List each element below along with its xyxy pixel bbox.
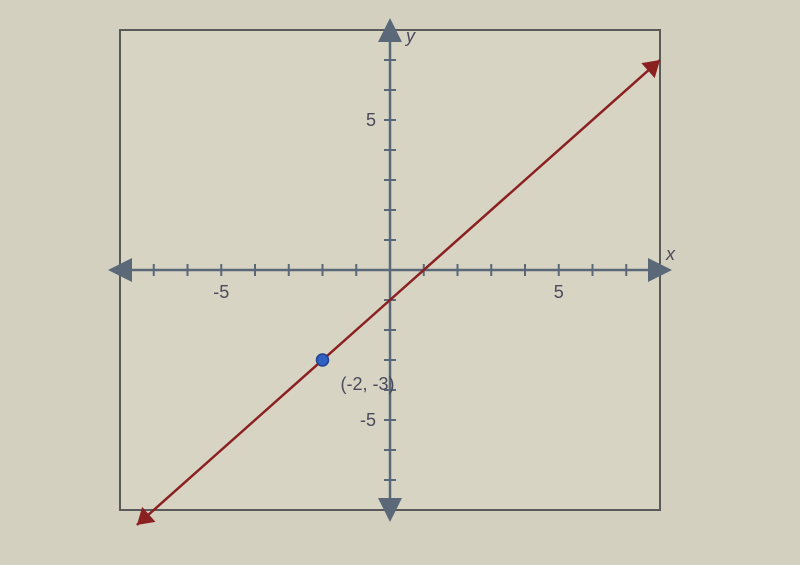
chart-svg: y x -5 5 5 -5 (-2, -3): [0, 0, 800, 565]
coordinate-plane-chart: y x -5 5 5 -5 (-2, -3): [0, 0, 800, 565]
svg-text:-5: -5: [213, 282, 229, 302]
svg-text:x: x: [665, 244, 676, 264]
svg-text:y: y: [404, 26, 416, 46]
svg-text:(-2, -3): (-2, -3): [341, 374, 395, 394]
svg-text:-5: -5: [360, 410, 376, 430]
svg-text:5: 5: [554, 282, 564, 302]
svg-text:5: 5: [366, 110, 376, 130]
